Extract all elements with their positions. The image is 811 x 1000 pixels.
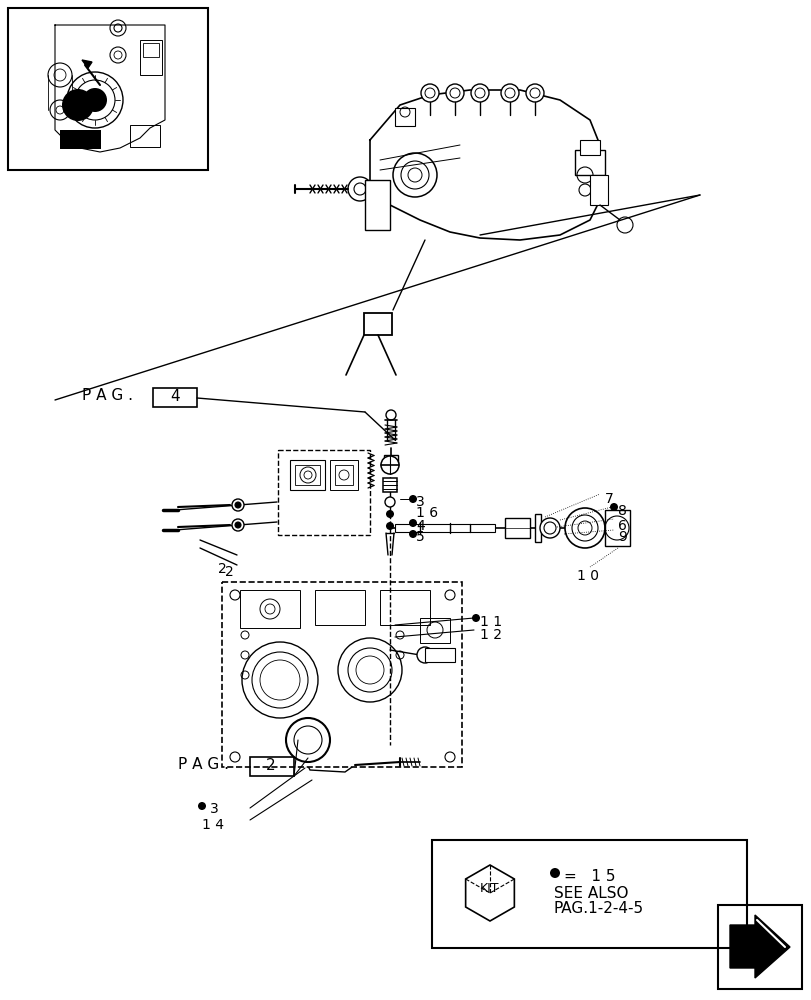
Circle shape <box>500 84 518 102</box>
Bar <box>604 510 629 546</box>
Circle shape <box>409 495 417 503</box>
Circle shape <box>62 89 94 121</box>
Bar <box>139 40 162 75</box>
Circle shape <box>549 868 560 878</box>
Text: KIT: KIT <box>479 882 499 895</box>
Circle shape <box>384 497 394 507</box>
Text: P A G .: P A G . <box>178 757 229 772</box>
Bar <box>329 460 358 490</box>
Bar <box>579 140 599 155</box>
Bar <box>431 840 746 948</box>
Circle shape <box>417 647 432 663</box>
Bar <box>394 108 414 126</box>
Text: 3: 3 <box>210 802 218 816</box>
Bar <box>221 582 461 767</box>
Text: 2: 2 <box>225 565 234 579</box>
Circle shape <box>445 84 463 102</box>
Circle shape <box>232 519 243 531</box>
Circle shape <box>526 84 543 102</box>
Text: 4: 4 <box>169 389 179 404</box>
Bar <box>294 465 320 485</box>
Text: 4: 4 <box>415 519 424 533</box>
Text: 1 1: 1 1 <box>479 615 501 629</box>
Polygon shape <box>305 755 354 772</box>
Bar <box>365 180 389 230</box>
Bar <box>152 388 197 407</box>
Text: 8: 8 <box>617 504 626 518</box>
Bar <box>380 590 430 625</box>
Bar <box>384 455 397 463</box>
Circle shape <box>242 642 318 718</box>
Bar <box>363 313 392 335</box>
Text: 5: 5 <box>415 530 424 544</box>
Bar <box>383 478 397 492</box>
Bar <box>717 905 801 989</box>
Circle shape <box>348 177 371 201</box>
Text: 1 4: 1 4 <box>202 818 224 832</box>
Circle shape <box>234 522 241 528</box>
Circle shape <box>285 718 329 762</box>
Text: 1 2: 1 2 <box>479 628 501 642</box>
Circle shape <box>385 410 396 420</box>
Text: P A G .: P A G . <box>82 388 133 403</box>
Polygon shape <box>82 60 92 68</box>
Circle shape <box>380 456 398 474</box>
Text: 2: 2 <box>217 562 226 576</box>
Text: 9: 9 <box>617 530 626 544</box>
Circle shape <box>420 84 439 102</box>
Circle shape <box>409 530 417 538</box>
Circle shape <box>409 519 417 527</box>
Circle shape <box>609 503 617 511</box>
Bar <box>315 590 365 625</box>
Bar <box>60 130 100 148</box>
Text: SEE ALSO: SEE ALSO <box>553 886 628 901</box>
Bar <box>504 518 530 538</box>
Text: =   1 5: = 1 5 <box>564 869 615 884</box>
Bar <box>534 514 540 542</box>
Text: 3: 3 <box>415 495 424 509</box>
Circle shape <box>232 499 243 511</box>
Bar <box>250 757 294 776</box>
Circle shape <box>564 508 604 548</box>
Bar <box>277 450 370 535</box>
Circle shape <box>234 502 241 508</box>
Text: 6: 6 <box>617 519 626 533</box>
Text: 7: 7 <box>604 492 613 506</box>
Circle shape <box>470 84 488 102</box>
Bar <box>394 524 495 532</box>
Bar <box>419 618 449 643</box>
Bar <box>143 43 159 57</box>
Bar <box>424 648 454 662</box>
Bar <box>290 460 324 490</box>
Text: 2: 2 <box>266 758 275 773</box>
Bar <box>590 175 607 205</box>
Bar <box>240 590 299 628</box>
Bar <box>335 465 353 485</box>
Polygon shape <box>465 865 513 921</box>
Polygon shape <box>729 915 789 978</box>
Circle shape <box>198 802 206 810</box>
Bar <box>8 8 208 170</box>
Circle shape <box>539 518 560 538</box>
Text: 1 0: 1 0 <box>577 569 599 583</box>
Text: 1 6: 1 6 <box>415 506 438 520</box>
Circle shape <box>385 510 393 518</box>
Bar <box>574 150 604 175</box>
Text: PAG.1-2-4-5: PAG.1-2-4-5 <box>553 901 643 916</box>
Bar <box>130 125 160 147</box>
Circle shape <box>83 88 107 112</box>
Circle shape <box>337 638 401 702</box>
Circle shape <box>471 614 479 622</box>
Bar <box>60 130 100 148</box>
Circle shape <box>385 522 393 530</box>
